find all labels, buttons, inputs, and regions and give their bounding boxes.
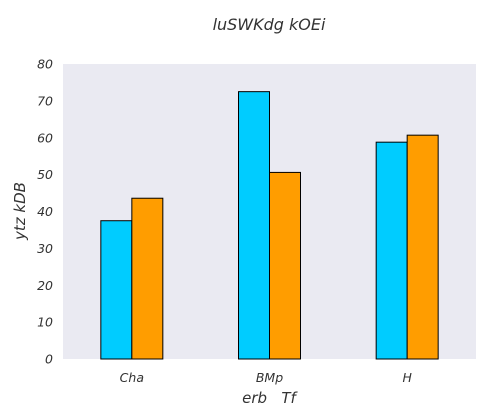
y-tick-label: 40	[37, 204, 53, 219]
bar-bmp-series-1	[238, 91, 270, 360]
y-tick-label: 60	[37, 130, 53, 145]
x-axis-ticks: Cha BMp H	[120, 370, 413, 385]
chart-title: luSWKdg kOEi	[213, 15, 326, 34]
y-tick-label: 80	[37, 57, 53, 72]
y-tick-label: 70	[37, 93, 53, 108]
bar-h-series-2	[406, 134, 439, 360]
bar-cha-series-2	[131, 197, 164, 360]
x-axis-label: erb Tf	[242, 389, 298, 407]
y-tick-label: 10	[37, 315, 53, 330]
bar-bmp-series-2	[269, 171, 301, 360]
y-tick-label: 0	[45, 352, 53, 367]
y-tick-label: 30	[37, 241, 53, 256]
bar-cha-series-1	[100, 220, 133, 360]
y-axis-label: ytz kDB	[11, 182, 29, 241]
x-tick-label: Cha	[120, 370, 144, 385]
y-tick-label: 50	[37, 167, 53, 182]
y-axis-ticks: 0 10 20 30 40 50 60 70 80	[37, 57, 53, 367]
y-tick-label: 20	[37, 278, 53, 293]
x-tick-label: H	[402, 370, 412, 385]
bar-h-series-1	[375, 141, 408, 360]
bars	[100, 91, 439, 360]
x-tick-label: BMp	[256, 370, 283, 385]
